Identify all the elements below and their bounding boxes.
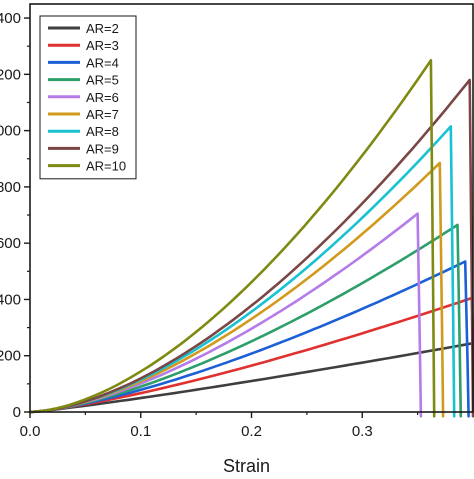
legend-label: AR=2 (86, 21, 119, 36)
series-line-ar-3 (28, 296, 474, 417)
axis-ticks: 0.0 0.1 0.2 0.3 0 200 400 600 800 1000 1200 1400 (0, 10, 419, 440)
y-tick-label: 600 (0, 235, 21, 252)
x-tick-label: 0.0 (20, 423, 41, 440)
x-axis-title: Strain (223, 456, 270, 474)
series-line-ar-9 (28, 78, 474, 418)
series-line-ar-4 (28, 260, 470, 418)
legend-label: AR=8 (86, 124, 119, 139)
y-tick-label: 1400 (0, 10, 21, 27)
legend-label: AR=3 (86, 38, 119, 53)
legend-label: AR=4 (86, 55, 119, 70)
y-tick-label: 0 (13, 404, 21, 421)
legend: AR=2 AR=3 AR=4 AR=5 AR=6 AR=7 AR=8 AR=9 AR=10 (39, 15, 137, 180)
legend-label: AR=7 (86, 107, 119, 122)
y-tick-label: 400 (0, 291, 21, 308)
legend-label: AR=10 (86, 159, 126, 174)
y-tick-label: 1200 (0, 66, 21, 83)
legend-label: AR=6 (86, 90, 119, 105)
legend-label: AR=9 (86, 141, 119, 156)
x-tick-label: 0.2 (241, 423, 262, 440)
x-tick-label: 0.3 (352, 423, 373, 440)
y-tick-label: 800 (0, 179, 21, 196)
legend-label: AR=5 (86, 73, 119, 88)
x-tick-label: 0.1 (130, 423, 151, 440)
plot-curves (28, 58, 474, 418)
series-line-ar-5 (28, 223, 463, 418)
series-line-ar-10 (28, 58, 436, 418)
y-tick-label: 1000 (0, 123, 21, 140)
y-tick-label: 200 (0, 348, 21, 365)
